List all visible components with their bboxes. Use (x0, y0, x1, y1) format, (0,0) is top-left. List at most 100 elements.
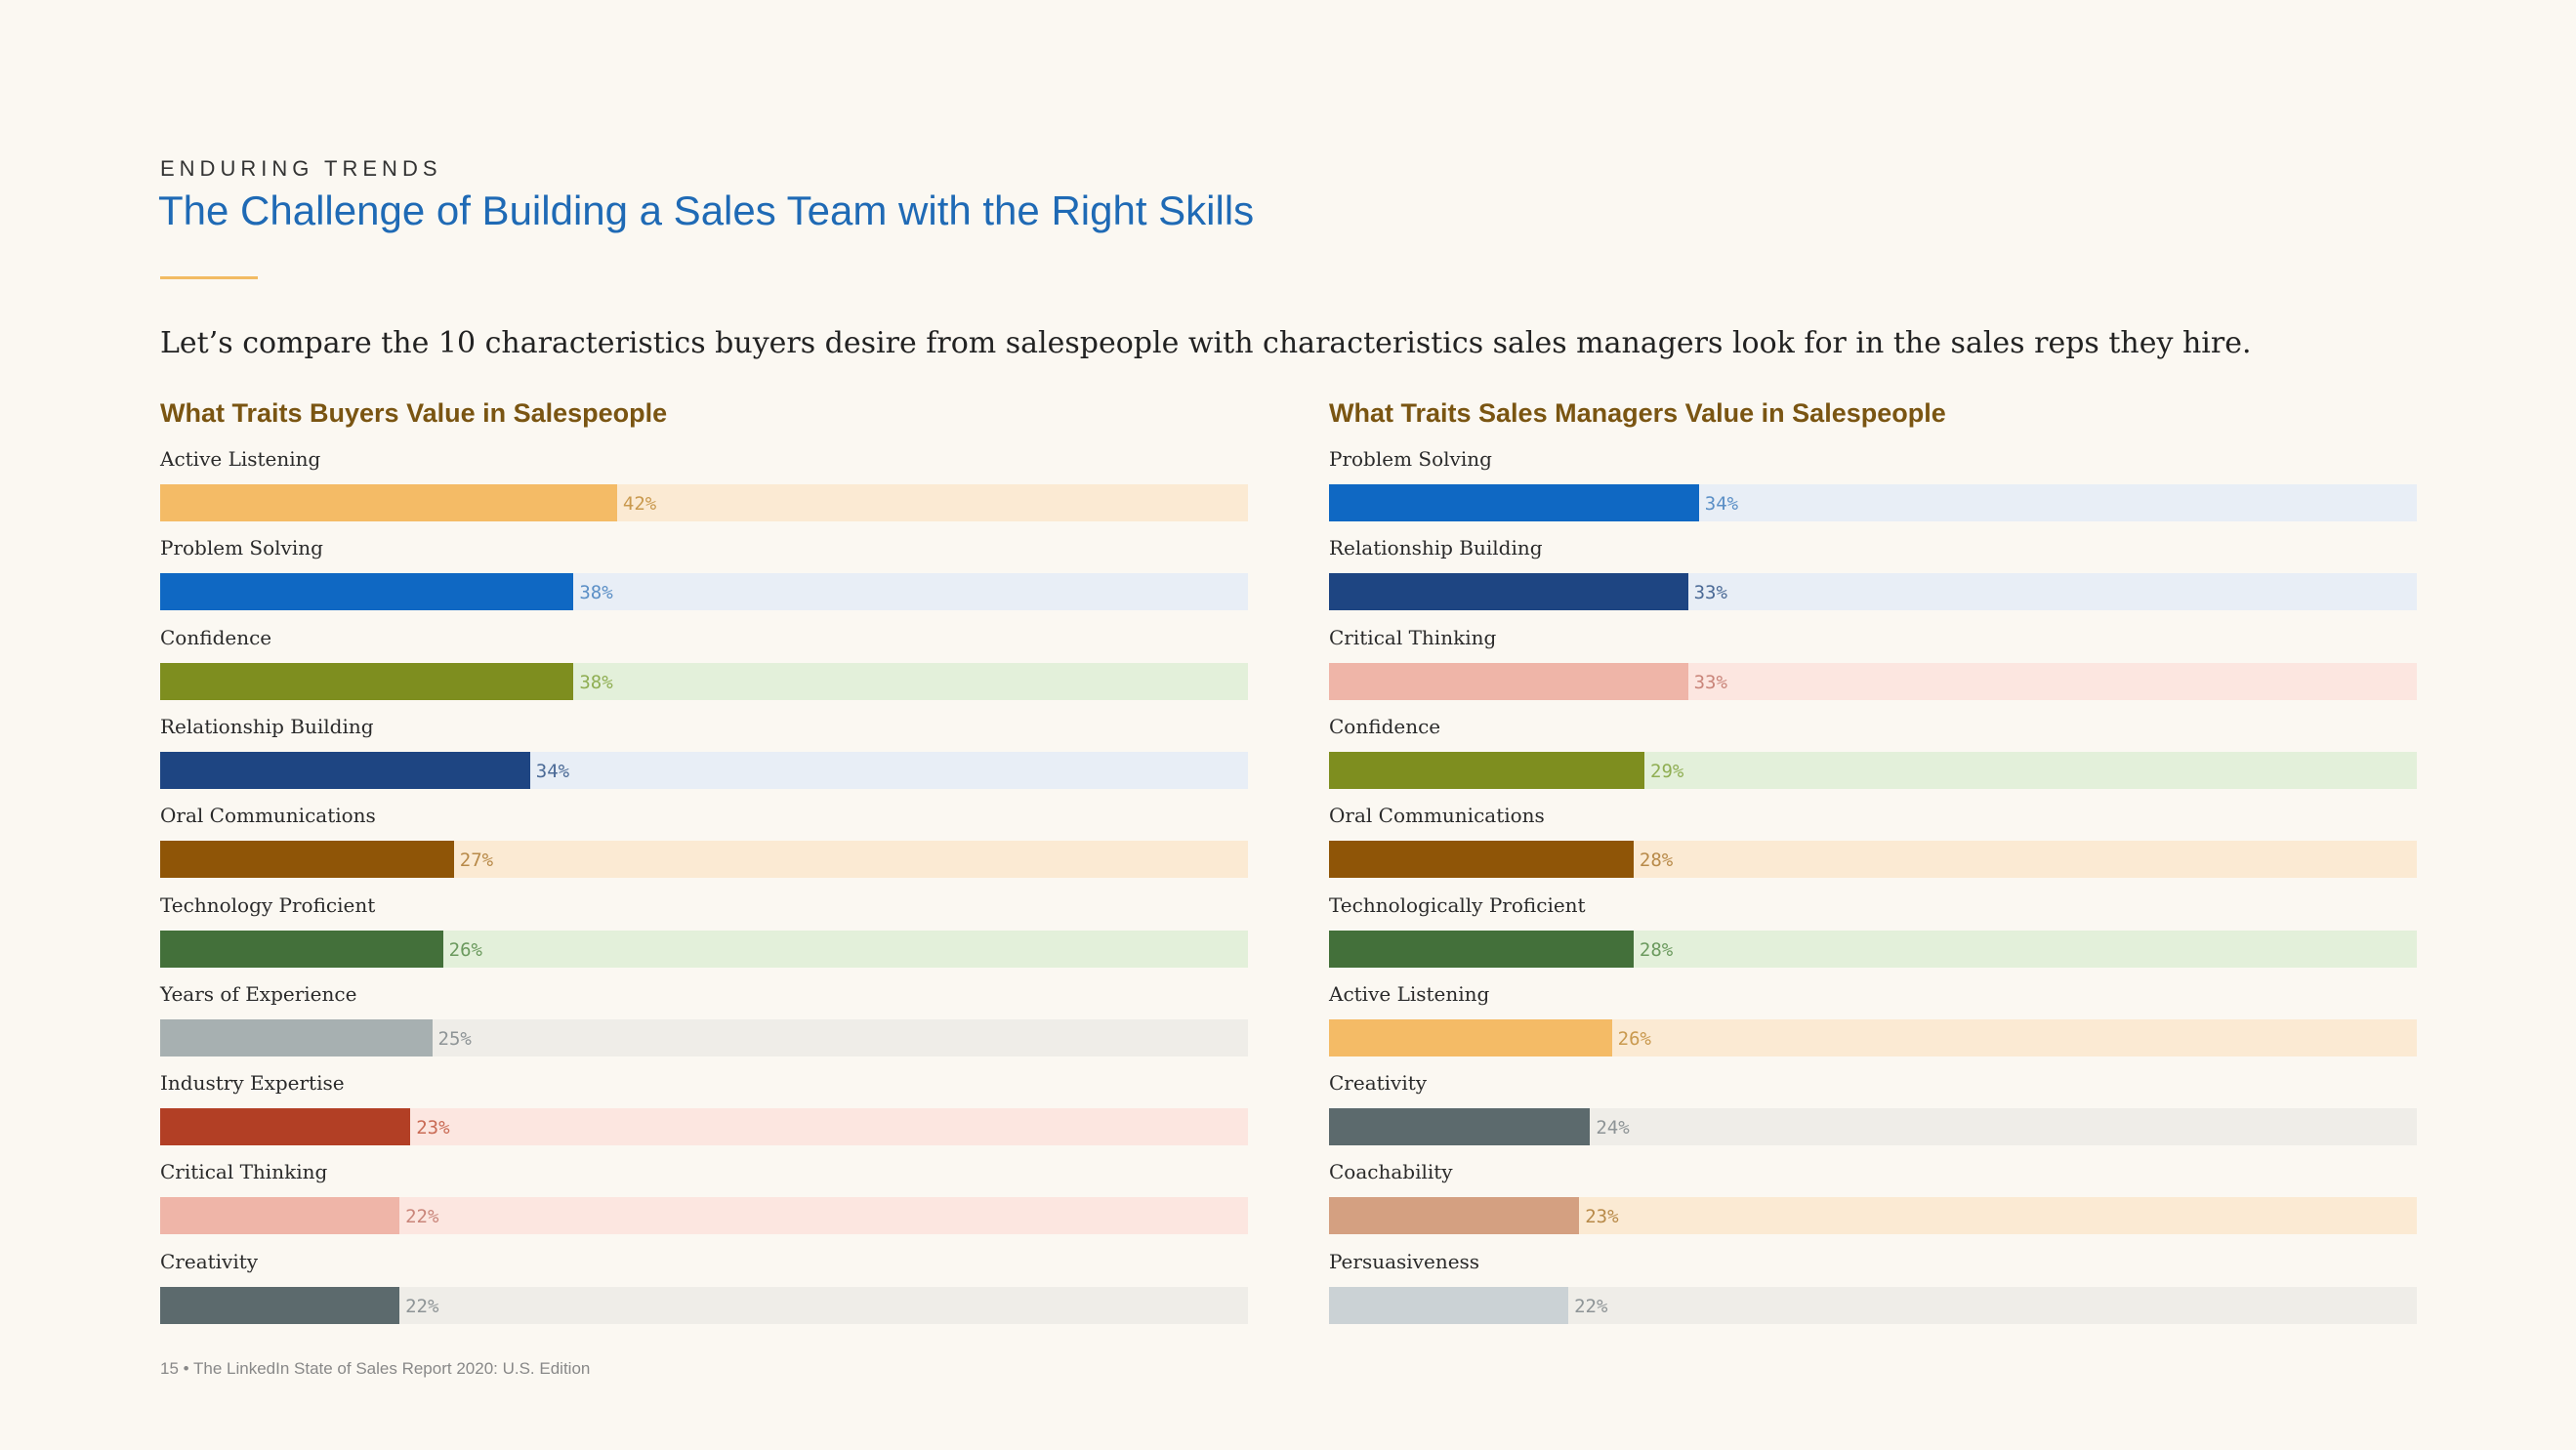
buyers-bar-track: 38% (160, 573, 1248, 610)
managers-bar-track: 34% (1329, 484, 2417, 521)
managers-bar-label: Confidence (1329, 715, 1441, 738)
managers-bar-track: 22% (1329, 1287, 2417, 1324)
eyebrow: ENDURING TRENDS (160, 156, 442, 181)
managers-bar (1329, 841, 1634, 878)
buyers-bar-row: Oral Communications 27% (160, 804, 1248, 878)
intro-text: Let’s compare the 10 characteristics buy… (160, 326, 2252, 360)
buyers-bar-label: Problem Solving (160, 536, 323, 559)
buyers-bar-value: 22% (405, 1206, 439, 1227)
buyers-bar-track: 25% (160, 1019, 1248, 1056)
buyers-bar-track: 42% (160, 484, 1248, 521)
managers-bar (1329, 663, 1688, 700)
managers-bar-label: Technologically Proficient (1329, 893, 1586, 917)
buyers-bar-label: Technology Proficient (160, 893, 376, 917)
page-title: The Challenge of Building a Sales Team w… (158, 187, 1255, 233)
buyers-bar-label: Years of Experience (160, 982, 357, 1006)
managers-bar-row: Technologically Proficient 28% (1329, 893, 2417, 968)
buyers-bar-value: 38% (579, 672, 613, 693)
buyers-bar-row: Relationship Building 34% (160, 715, 1248, 789)
buyers-bar (160, 663, 574, 700)
managers-bar-value: 28% (1639, 849, 1674, 871)
managers-bar-value: 33% (1693, 582, 1727, 603)
managers-bar-value: 29% (1650, 761, 1684, 782)
footer: 15 • The LinkedIn State of Sales Report … (160, 1359, 591, 1378)
buyers-bar-value: 34% (535, 761, 570, 782)
buyers-bar-label: Oral Communications (160, 804, 376, 827)
managers-bar-label: Oral Communications (1329, 804, 1545, 827)
managers-bar-row: Confidence 29% (1329, 715, 2417, 789)
buyers-bar-label: Critical Thinking (160, 1160, 328, 1183)
buyers-bar-track: 26% (160, 931, 1248, 968)
buyers-bar (160, 841, 454, 878)
buyers-bar-track: 38% (160, 663, 1248, 700)
managers-bar-value: 23% (1585, 1206, 1619, 1227)
buyers-bar-label: Relationship Building (160, 715, 374, 738)
buyers-chart-title: What Traits Buyers Value in Salespeople (160, 398, 668, 428)
managers-bar-row: Critical Thinking 33% (1329, 626, 2417, 700)
managers-bar-track: 23% (1329, 1197, 2417, 1234)
managers-bar-value: 33% (1693, 672, 1727, 693)
buyers-bar-value: 25% (437, 1028, 472, 1050)
buyers-bar-row: Creativity 22% (160, 1250, 1248, 1324)
managers-bar-label: Problem Solving (1329, 447, 1492, 471)
managers-bar-row: Active Listening 26% (1329, 982, 2417, 1056)
buyers-bar-value: 42% (622, 493, 657, 515)
managers-bar-track: 26% (1329, 1019, 2417, 1056)
buyers-bar (160, 1197, 400, 1234)
managers-bar (1329, 931, 1634, 968)
buyers-bar-row: Active Listening 42% (160, 447, 1248, 521)
buyers-bar-row: Technology Proficient 26% (160, 893, 1248, 968)
buyers-bar-track: 22% (160, 1287, 1248, 1324)
buyers-bar-value: 23% (416, 1117, 450, 1139)
buyers-bar-label: Confidence (160, 626, 272, 649)
buyers-bar-row: Industry Expertise 23% (160, 1071, 1248, 1145)
managers-bar-track: 28% (1329, 931, 2417, 968)
buyers-bar (160, 1287, 400, 1324)
managers-bar (1329, 1287, 1569, 1324)
buyers-bar (160, 1108, 411, 1145)
managers-bar-label: Persuasiveness (1329, 1250, 1480, 1273)
managers-bar-label: Relationship Building (1329, 536, 1543, 559)
buyers-bar (160, 1019, 433, 1056)
managers-bar-label: Creativity (1329, 1071, 1428, 1095)
managers-chart-title: What Traits Sales Managers Value in Sale… (1329, 398, 1946, 428)
buyers-bar-track: 27% (160, 841, 1248, 878)
buyers-bar-row: Confidence 38% (160, 626, 1248, 700)
buyers-bar-value: 26% (448, 939, 482, 961)
buyers-bar-label: Active Listening (160, 447, 321, 471)
managers-bar (1329, 1197, 1580, 1234)
managers-bar-value: 28% (1639, 939, 1674, 961)
managers-bar (1329, 573, 1688, 610)
managers-bar (1329, 1019, 1612, 1056)
managers-bar-track: 33% (1329, 663, 2417, 700)
managers-bar (1329, 484, 1699, 521)
buyers-bar (160, 752, 530, 789)
buyers-bar (160, 484, 617, 521)
buyers-bar (160, 931, 443, 968)
managers-bar-row: Oral Communications 28% (1329, 804, 2417, 878)
title-rule (160, 276, 258, 279)
managers-bar-value: 22% (1574, 1296, 1608, 1317)
managers-bar-value: 34% (1704, 493, 1739, 515)
managers-bar-label: Critical Thinking (1329, 626, 1497, 649)
managers-bar-value: 26% (1617, 1028, 1651, 1050)
managers-bar-row: Problem Solving 34% (1329, 447, 2417, 521)
managers-bar-track: 33% (1329, 573, 2417, 610)
managers-chart: Problem Solving 34% Relationship Building 3… (1329, 447, 2417, 1328)
buyers-bar-row: Problem Solving 38% (160, 536, 1248, 610)
managers-bar-track: 24% (1329, 1108, 2417, 1145)
buyers-bar-track: 23% (160, 1108, 1248, 1145)
managers-bar-row: Creativity 24% (1329, 1071, 2417, 1145)
buyers-bar-row: Critical Thinking 22% (160, 1160, 1248, 1234)
buyers-bar-value: 38% (579, 582, 613, 603)
managers-bar-row: Relationship Building 33% (1329, 536, 2417, 610)
buyers-bar-row: Years of Experience 25% (160, 982, 1248, 1056)
buyers-bar-value: 27% (459, 849, 494, 871)
managers-bar-value: 24% (1596, 1117, 1630, 1139)
buyers-bar-track: 34% (160, 752, 1248, 789)
buyers-chart: Active Listening 42% Problem Solving 38% Con… (160, 447, 1248, 1328)
managers-bar (1329, 752, 1645, 789)
buyers-bar (160, 573, 574, 610)
buyers-bar-track: 22% (160, 1197, 1248, 1234)
managers-bar-row: Coachability 23% (1329, 1160, 2417, 1234)
